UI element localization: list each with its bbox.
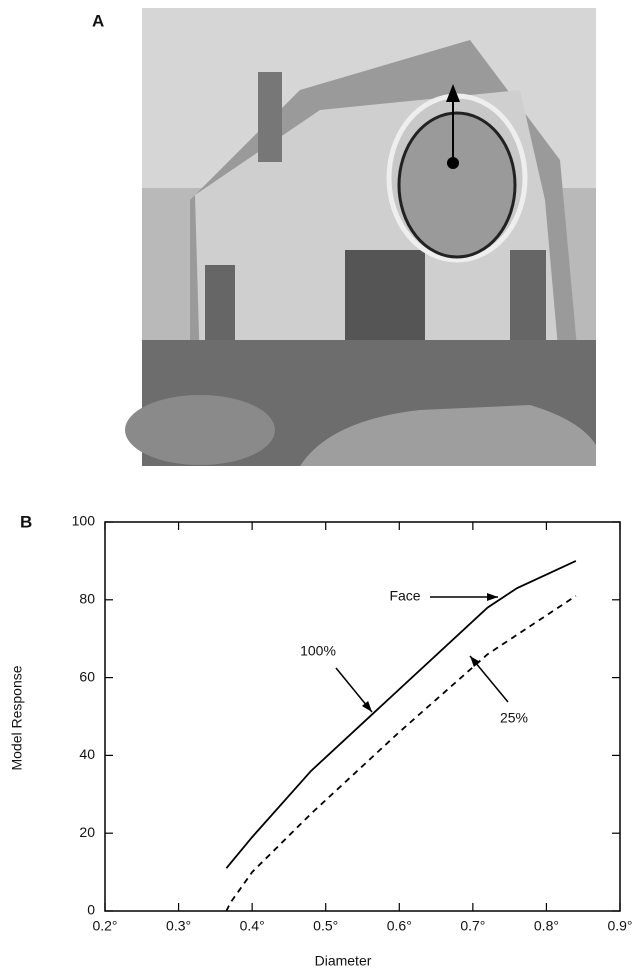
x-tick-label: 0.2°: [92, 918, 117, 934]
x-tick-label: 0.3°: [166, 918, 191, 934]
x-tick-label: 0.7°: [460, 918, 485, 934]
annotation-arrowhead: [487, 593, 498, 601]
series-label: 25%: [500, 710, 528, 726]
y-tick-label: 40: [79, 746, 95, 762]
annotation-arrowhead: [470, 656, 481, 668]
x-axis-label: Diameter: [315, 953, 372, 969]
x-tick-label: 0.5°: [313, 918, 338, 934]
y-tick-label: 100: [72, 513, 96, 529]
x-tick-label: 0.6°: [387, 918, 412, 934]
y-tick-label: 20: [79, 824, 95, 840]
panel-label: A: [92, 11, 104, 30]
series-line: [225, 595, 577, 912]
y-axis-label: Model Response: [9, 665, 25, 770]
x-tick-label: 0.4°: [240, 918, 265, 934]
x-tick-label: 0.9°: [607, 918, 632, 934]
y-tick-label: 60: [79, 668, 95, 684]
panel-label: B: [20, 512, 32, 531]
annotation: Face: [389, 588, 420, 604]
y-tick-label: 80: [79, 591, 95, 607]
photo: [125, 8, 596, 466]
x-tick-label: 0.8°: [534, 918, 559, 934]
y-tick-label: 0: [87, 902, 95, 918]
series-line: [225, 560, 577, 869]
annotation-arrowhead: [361, 700, 372, 712]
series-label: 100%: [300, 643, 336, 659]
plot-frame: [104, 521, 621, 912]
